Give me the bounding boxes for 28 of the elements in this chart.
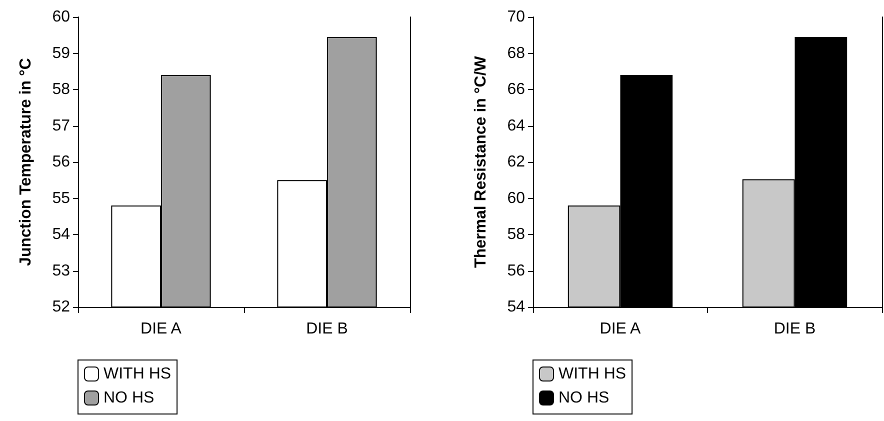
legend-label: WITH HS xyxy=(104,366,172,382)
y-tick-label: 52 xyxy=(52,298,70,316)
y-tick-label: 53 xyxy=(52,262,70,280)
y-tick-label: 58 xyxy=(52,81,70,98)
y-tick-label: 58 xyxy=(507,226,526,243)
y-axis-title: Thermal Resistance in °C/W xyxy=(472,55,490,268)
x-tick-label: DIE B xyxy=(306,320,348,338)
legend-label: NO HS xyxy=(104,390,154,406)
y-tick-label: 59 xyxy=(52,44,70,62)
y-tick-label: 70 xyxy=(507,8,526,26)
y-tick-label: 68 xyxy=(507,44,526,62)
y-tick-label: 64 xyxy=(507,117,526,134)
x-tick-label: DIE B xyxy=(774,320,816,338)
x-tick-label: DIE A xyxy=(600,320,642,338)
y-axis-title: Junction Temperature in °C xyxy=(18,58,34,266)
legend-label: WITH HS xyxy=(558,366,626,382)
legend-label: NO HS xyxy=(558,390,610,406)
x-tick-label: DIE A xyxy=(140,320,182,338)
y-tick-label: 54 xyxy=(52,226,70,243)
y-tick-label: 60 xyxy=(507,190,526,207)
y-tick-label: 62 xyxy=(507,154,526,170)
y-tick-label: 60 xyxy=(52,8,70,26)
y-tick-label: 54 xyxy=(507,298,526,316)
y-tick-label: 55 xyxy=(52,190,70,207)
y-tick-label: 56 xyxy=(52,154,70,170)
y-tick-label: 56 xyxy=(507,262,526,280)
y-tick-label: 57 xyxy=(52,117,70,134)
y-tick-label: 66 xyxy=(507,81,526,98)
